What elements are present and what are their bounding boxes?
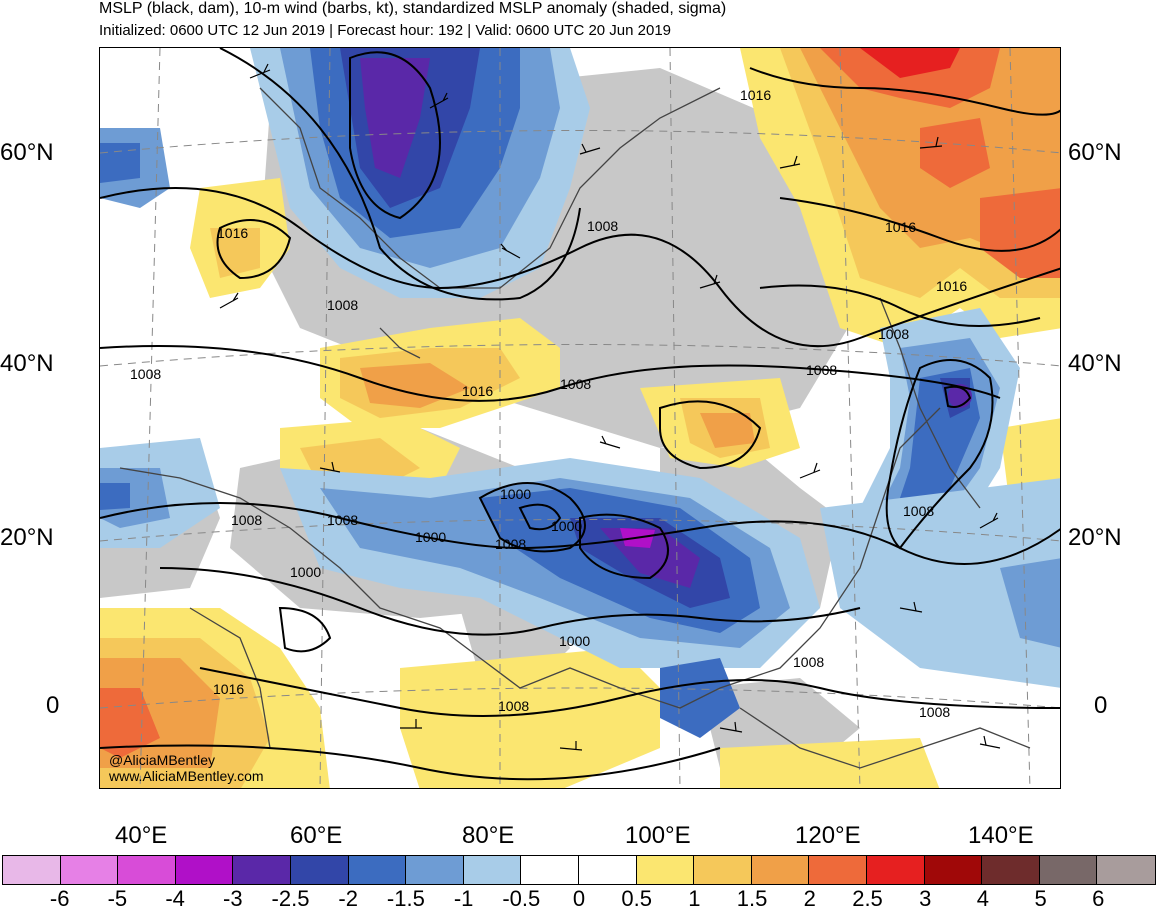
colorbar-swatch [982, 856, 1040, 884]
isobar-label: 1000 [500, 486, 531, 502]
isobar-label: 1008 [495, 536, 526, 552]
colorbar-swatch [60, 856, 119, 884]
colorbar-tick-label: 4 [976, 886, 990, 911]
lon-label: 80°E [462, 822, 515, 849]
colorbar-tick-label: -5 [107, 886, 128, 911]
lat-label-right: 60°N [1068, 139, 1122, 166]
isobar-label: 1016 [740, 87, 771, 103]
credit-website[interactable]: www.AliciaMBentley.com [109, 768, 264, 784]
credit-handle: @AliciaMBentley [109, 752, 216, 768]
colorbar-swatch [578, 856, 637, 884]
colorbar-tick-label: 0.5 [621, 886, 652, 911]
colorbar-tick-label: -6 [49, 886, 70, 911]
isobar-label: 1008 [919, 704, 950, 720]
colorbar-swatch [694, 856, 752, 884]
colorbar-tick-label: -0.5 [502, 886, 541, 911]
isobar-label: 1008 [903, 503, 934, 519]
chart-subtitle: Initialized: 0600 UTC 12 Jun 2019 | Fore… [99, 22, 672, 39]
colorbar-swatch [809, 856, 867, 884]
isobar-label: 1008 [806, 362, 837, 378]
colorbar-tick-label: -2 [338, 886, 358, 911]
colorbar-tick-label: -2.5 [271, 886, 310, 911]
isobar-label: 1000 [559, 633, 590, 649]
colorbar-tick-label: 2.5 [852, 886, 883, 911]
colorbar-tick-label: 1 [688, 886, 701, 911]
colorbar-swatch [521, 856, 579, 884]
lat-label-left: 0 [46, 692, 60, 719]
colorbar-tick-label: 2 [803, 886, 816, 911]
colorbar-swatch [751, 856, 810, 884]
isobar-label: 1016 [217, 225, 248, 241]
colorbar-swatch [348, 856, 407, 884]
colorbar-swatch [1039, 856, 1098, 884]
lon-label: 40°E [115, 822, 168, 849]
isobar-label: 1000 [551, 518, 582, 534]
lat-label-left: 20°N [0, 524, 54, 551]
isobar-label: 1008 [498, 698, 529, 714]
coastlines [119, 87, 1031, 769]
colorbar-swatch [290, 856, 349, 884]
anomaly-colorbar [2, 855, 1156, 885]
colorbar-swatch [406, 856, 464, 884]
colorbar-tick-label: 3 [919, 886, 932, 911]
lat-label-left: 60°N [0, 139, 54, 166]
isobar-label: 1016 [936, 278, 967, 294]
colorbar-tick-label: -3 [223, 886, 243, 911]
lon-label: 100°E [625, 822, 691, 849]
lon-label: 140°E [968, 822, 1034, 849]
isobar-label: 1000 [415, 529, 446, 545]
isobar-label: 1008 [793, 654, 824, 670]
lat-label-right: 40°N [1068, 350, 1122, 377]
isobar-label: 1008 [130, 366, 161, 382]
colorbar-tick-label: -4 [165, 886, 185, 911]
isobar-labels: 1016 1016 1016 1016 1008 1008 1008 1008 … [130, 87, 967, 720]
isobar-label: 1016 [885, 219, 916, 235]
map-panel: 1016 1016 1016 1016 1008 1008 1008 1008 … [99, 47, 1061, 789]
isobar-label: 1008 [560, 376, 591, 392]
colorbar-swatch [866, 856, 925, 884]
colorbar-swatch [636, 856, 695, 884]
lat-label-right: 0 [1094, 692, 1108, 719]
lon-label: 60°E [290, 822, 343, 849]
wind-barbs [219, 63, 1001, 751]
lon-label: 120°E [795, 822, 861, 849]
colorbar-swatch [233, 856, 291, 884]
colorbar-swatch [3, 856, 61, 884]
isobar-label: 1008 [327, 297, 358, 313]
colorbar-swatch [1097, 856, 1155, 884]
isobar-label: 1008 [231, 512, 262, 528]
lat-label-left: 40°N [0, 350, 54, 377]
colorbar-swatch [175, 856, 234, 884]
colorbar-tick-label: -1 [453, 886, 474, 911]
negative-anomaly-shading [100, 48, 1060, 738]
colorbar-tick-label: 6 [1092, 886, 1105, 911]
colorbar-swatch [118, 856, 176, 884]
colorbar-swatch [924, 856, 983, 884]
colorbar-tick-label: 5 [1034, 886, 1047, 911]
colorbar-tick-label: -1.5 [386, 886, 425, 911]
colorbar-tick-label: 0 [572, 886, 586, 911]
isobar-label: 1016 [462, 383, 493, 399]
isobar-label: 1008 [878, 326, 909, 342]
map-svg: 1016 1016 1016 1016 1008 1008 1008 1008 … [100, 48, 1060, 788]
chart-title: MSLP (black, dam), 10-m wind (barbs, kt)… [99, 0, 727, 17]
isobar-label: 1008 [587, 218, 618, 234]
colorbar-swatch [463, 856, 522, 884]
isobars [100, 48, 1060, 781]
isobar-label: 1008 [327, 512, 358, 528]
isobar-label: 1016 [213, 681, 244, 697]
lat-label-right: 20°N [1068, 524, 1122, 551]
isobar-label: 1000 [290, 564, 321, 580]
colorbar-tick-label: 1.5 [736, 886, 768, 911]
